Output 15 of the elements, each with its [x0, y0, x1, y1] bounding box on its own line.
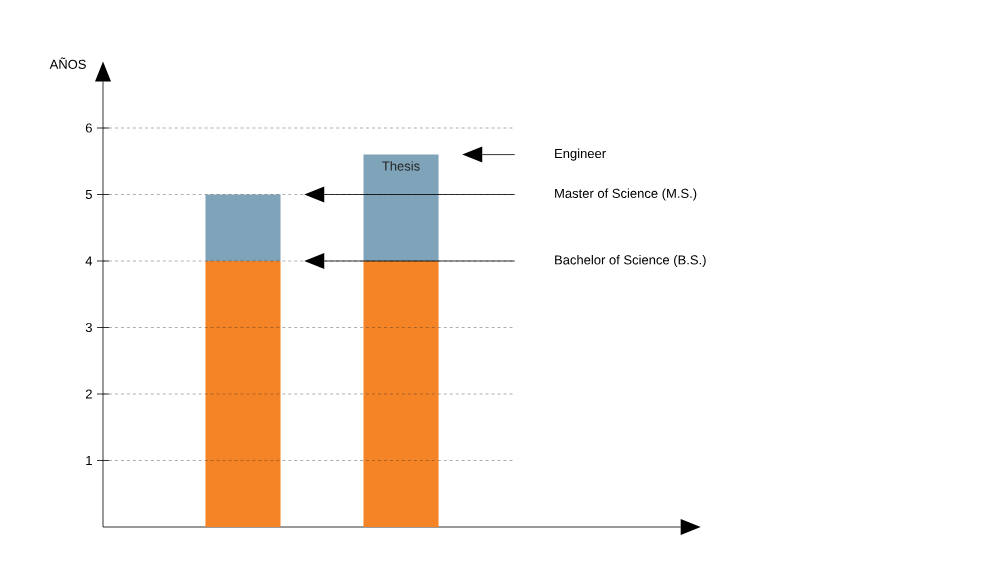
- bar: [363, 261, 439, 527]
- y-tick-label: 1: [86, 456, 92, 465]
- text: Engineer: [555, 148, 606, 161]
- bar: [205, 261, 281, 527]
- bar: [363, 154, 439, 261]
- y-tick-label: 3: [85, 322, 92, 333]
- bar: [205, 194, 281, 261]
- annotation: Thesis: [382, 161, 420, 171]
- text: Bachelor of Science (B.S.): [555, 254, 706, 268]
- y-tick-label: 4: [85, 256, 93, 266]
- text: Master of Science (M.S.): [555, 188, 697, 201]
- y-tick-label: 2: [85, 389, 92, 399]
- y-tick-label: 6: [85, 123, 92, 133]
- y-tick-label: 5: [85, 189, 92, 200]
- y-axis-title: AÑOS: [49, 57, 86, 69]
